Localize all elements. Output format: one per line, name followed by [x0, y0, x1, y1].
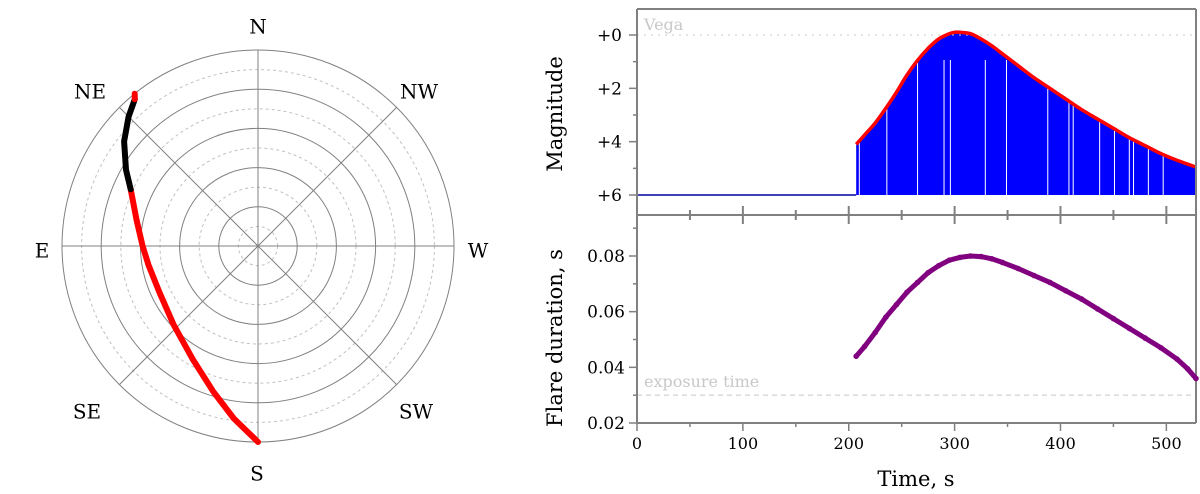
duration-data-point — [1126, 325, 1133, 332]
duration-x-tick-label: 0 — [632, 434, 642, 453]
duration-data-point — [1063, 288, 1069, 294]
duration-data-point — [1142, 335, 1148, 341]
duration-x-tick-label: 100 — [728, 434, 759, 453]
polar-sky-chart: N NE E SE S SW W NW — [35, 15, 489, 486]
exposure-time-label: exposure time — [644, 372, 759, 391]
duration-data-point — [1078, 296, 1085, 302]
duration-data-point — [1193, 375, 1199, 382]
magnitude-y-tick-label: +0 — [597, 26, 622, 46]
polar-spoke — [257, 107, 397, 247]
polar-spoke — [257, 245, 397, 385]
duration-data-point — [1174, 356, 1180, 362]
duration-data-point — [1110, 315, 1117, 322]
duration-data-point — [1158, 345, 1164, 351]
vega-reference-label: Vega — [643, 15, 684, 34]
duration-series-line — [853, 253, 1199, 381]
magnitude-y-tick-label: +4 — [597, 133, 622, 153]
polar-direction-label-e: E — [35, 239, 50, 263]
duration-y-tick-label: 0.04 — [587, 358, 625, 378]
duration-data-point — [904, 289, 910, 296]
duration-data-point — [872, 329, 878, 336]
magnitude-above-curve-mask — [856, 10, 1196, 167]
duration-data-point — [925, 269, 931, 276]
polar-spoke — [119, 245, 259, 385]
magnitude-y-tick-label: +6 — [597, 186, 622, 206]
duration-data-point — [1047, 279, 1053, 286]
duration-data-point — [946, 257, 953, 264]
duration-data-point — [883, 314, 889, 321]
polar-track-track-visible — [127, 186, 261, 445]
magnitude-line — [854, 30, 1197, 169]
duration-x-tick-label: 500 — [1151, 434, 1182, 453]
duration-x-tick-label: 200 — [833, 434, 864, 453]
duration-x-tick-label: 300 — [939, 434, 970, 453]
duration-data-point — [1094, 306, 1101, 312]
polar-spoke — [119, 107, 259, 247]
duration-y-axis-label: Flare duration, s — [543, 249, 567, 427]
duration-data-point — [967, 253, 974, 259]
duration-data-point — [988, 255, 995, 262]
polar-track-track-hidden — [121, 96, 138, 193]
magnitude-area — [856, 32, 1196, 196]
magnitude-chart: Vega +0 +2 +4 +6 — [597, 8, 1197, 215]
flare-duration-chart: exposure time 0 100 200 300 400 500 0.02 0.04 0.0… — [587, 206, 1199, 453]
polar-direction-label-sw: SW — [399, 400, 434, 424]
duration-data-point — [853, 353, 859, 360]
polar-direction-label-s: S — [250, 462, 264, 486]
polar-direction-label-n: N — [249, 15, 267, 39]
duration-data-point — [1015, 265, 1021, 272]
duration-data-point — [1031, 272, 1037, 279]
duration-data-point — [978, 253, 984, 260]
duration-x-tick-label: 400 — [1045, 434, 1076, 453]
polar-direction-label-w: W — [468, 239, 489, 263]
magnitude-y-tick-label: +2 — [597, 79, 622, 99]
time-x-axis-label: Time, s — [877, 467, 954, 491]
magnitude-y-axis-label: Magnitude — [543, 56, 567, 172]
duration-data-point — [957, 254, 963, 261]
duration-y-tick-label: 0.02 — [587, 414, 625, 434]
duration-data-point — [893, 301, 900, 308]
polar-direction-label-se: SE — [73, 400, 101, 424]
duration-data-point — [914, 279, 921, 286]
duration-y-tick-label: 0.08 — [587, 247, 625, 267]
duration-data-point — [861, 343, 868, 350]
duration-data-point — [935, 262, 942, 269]
duration-data-point — [1184, 365, 1191, 372]
polar-direction-label-nw: NW — [400, 80, 439, 104]
duration-data-point — [999, 259, 1006, 266]
polar-direction-label-ne: NE — [74, 80, 106, 104]
duration-y-tick-label: 0.06 — [587, 303, 625, 323]
